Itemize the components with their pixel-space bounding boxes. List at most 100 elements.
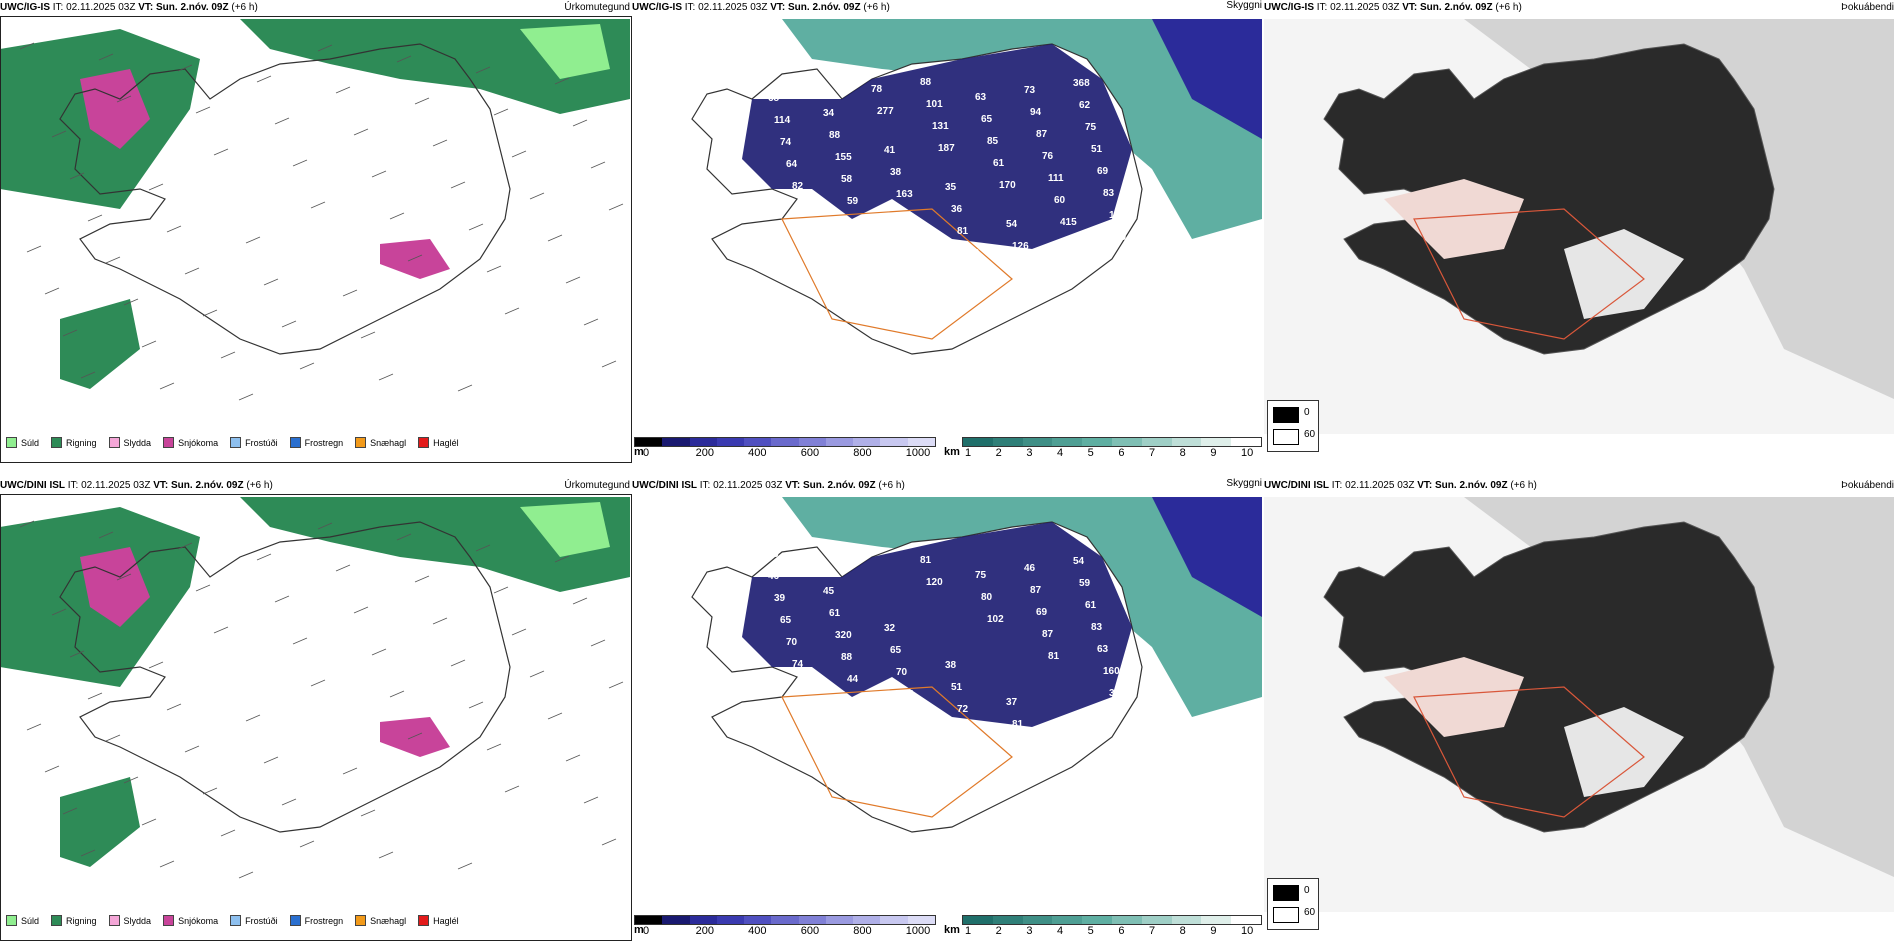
wind-barb (299, 840, 315, 848)
colorbar-bin (1052, 916, 1083, 924)
colorbar-bin (1141, 438, 1172, 446)
cloud-base-label: 59 (1079, 578, 1091, 589)
fog-shading (1384, 179, 1524, 259)
wind-barb (450, 181, 466, 189)
cloud-base-label: 65 (780, 615, 792, 626)
cloud-base-label: 62 (804, 225, 816, 236)
wind-barb (414, 575, 430, 583)
fog-shading (1384, 657, 1524, 737)
cloud-base-label: 88 (841, 652, 853, 663)
colorbar-bin (1082, 916, 1112, 924)
wind-barb (590, 639, 606, 647)
wind-barb (195, 106, 211, 114)
cloud-base-label: 88 (920, 77, 932, 88)
cloud-base-label: 87 (1030, 585, 1042, 596)
wind-barb (213, 626, 229, 634)
cloud-base-label: 78 (871, 84, 883, 95)
cloud-base-label: 151 (804, 703, 821, 714)
wind-barb (317, 522, 333, 530)
wind-barb (116, 95, 132, 103)
cloud-base-label: 54 (1006, 219, 1018, 230)
wind-barb (529, 670, 545, 678)
cloud-base-label: 87 (902, 689, 914, 700)
wind-barb (565, 276, 581, 284)
cloud-base-label: 69 (1036, 607, 1048, 618)
colorbar-tick: 1 (965, 447, 972, 459)
precip-legend-item: Snjókoma (163, 915, 218, 926)
precip-legend-item: Rigning (51, 437, 97, 448)
cloud-base-label: 87 (1042, 629, 1054, 640)
cloud-base-label: 39 (816, 269, 828, 280)
legend-label: Frostúði (245, 915, 278, 926)
colorbar-bin (689, 916, 717, 924)
cloud-base-label: 83 (1103, 188, 1115, 199)
wind-barb (432, 617, 448, 625)
fog-legend-label: 0 (1304, 407, 1310, 418)
wind-barb (87, 214, 103, 222)
wind-barb (475, 66, 491, 74)
cloud-base-label: 46 (1024, 563, 1036, 574)
colorbar-bin (798, 916, 826, 924)
iceland-outline (59, 43, 511, 355)
drizzle-area (520, 502, 610, 557)
cloud-base-label: 80 (981, 592, 993, 603)
wind-barb (263, 756, 279, 764)
cloud-base-label: 85 (987, 136, 999, 147)
wind-barb (123, 298, 139, 306)
fog-shading (1564, 229, 1684, 319)
wind-barb (554, 77, 570, 85)
cloud-base-label: 86 (798, 203, 810, 214)
wind-barb (511, 628, 527, 636)
wind-barb (529, 192, 545, 200)
cloud-base-label: 131 (932, 121, 949, 132)
wind-barb (51, 130, 67, 138)
cloud-base-label: 61 (829, 608, 841, 619)
cloud-base-label: 30 (1109, 688, 1121, 699)
cloud-base-label: 88 (859, 240, 871, 251)
wind-barb (19, 42, 35, 50)
wind-barb (166, 225, 182, 233)
fog-map (1264, 19, 1894, 434)
wind-barb (547, 234, 563, 242)
wind-barb (310, 201, 326, 209)
fog-legend-swatch (1273, 429, 1299, 445)
cloud-base-label: 45 (823, 586, 835, 597)
precip-legend-item: Frostregn (289, 437, 343, 448)
vis-unit: km (944, 446, 960, 458)
cloud-base-label: 70 (896, 667, 908, 678)
cloud-base-label: 81 (920, 555, 932, 566)
colorbar-bin (1141, 916, 1172, 924)
colorbar-tick: 800 (853, 925, 872, 937)
colorbar-bin (992, 916, 1023, 924)
wind-barb (457, 862, 473, 870)
colorbar-tick: 0 (643, 925, 650, 937)
visibility-area (782, 19, 1262, 239)
fog-legend-swatch (1273, 407, 1299, 423)
colorbar-bin (853, 916, 881, 924)
wind-barb (432, 139, 448, 147)
precip-legend-item: Snjókoma (163, 437, 218, 448)
colorbar-tick: 7 (1149, 925, 1156, 937)
colorbar-bin (635, 438, 663, 446)
colorbar-tick: 400 (748, 925, 767, 937)
precip-legend-item: Frostregn (289, 915, 343, 926)
colorbar-tick: 2 (995, 925, 1002, 937)
panel-title: UWC/DINI ISL IT: 02.11.2025 03Z VT: Sun.… (0, 480, 273, 491)
legend-swatch (108, 915, 120, 926)
wind-barb (105, 734, 121, 742)
fog-legend-label: 60 (1304, 907, 1316, 918)
wind-barb (281, 798, 297, 806)
legend-swatch (230, 437, 242, 448)
wind-barb (504, 307, 520, 315)
cloud-base-label: 68 (768, 93, 780, 104)
cloud-base-label: 74 (792, 659, 804, 670)
wind-barb (274, 117, 290, 125)
wind-barb (159, 860, 175, 868)
cloud-base-label: 37 (1006, 697, 1018, 708)
rain-area (60, 777, 140, 867)
road-network (781, 208, 1013, 340)
wind-barb (360, 331, 376, 339)
cloud-base-label: 76 (853, 696, 865, 707)
visibility-colorbar: 1 2 3 4 5 6 7 8 9 10 (962, 915, 1262, 937)
cloud-base-label: 89 (1115, 232, 1127, 243)
